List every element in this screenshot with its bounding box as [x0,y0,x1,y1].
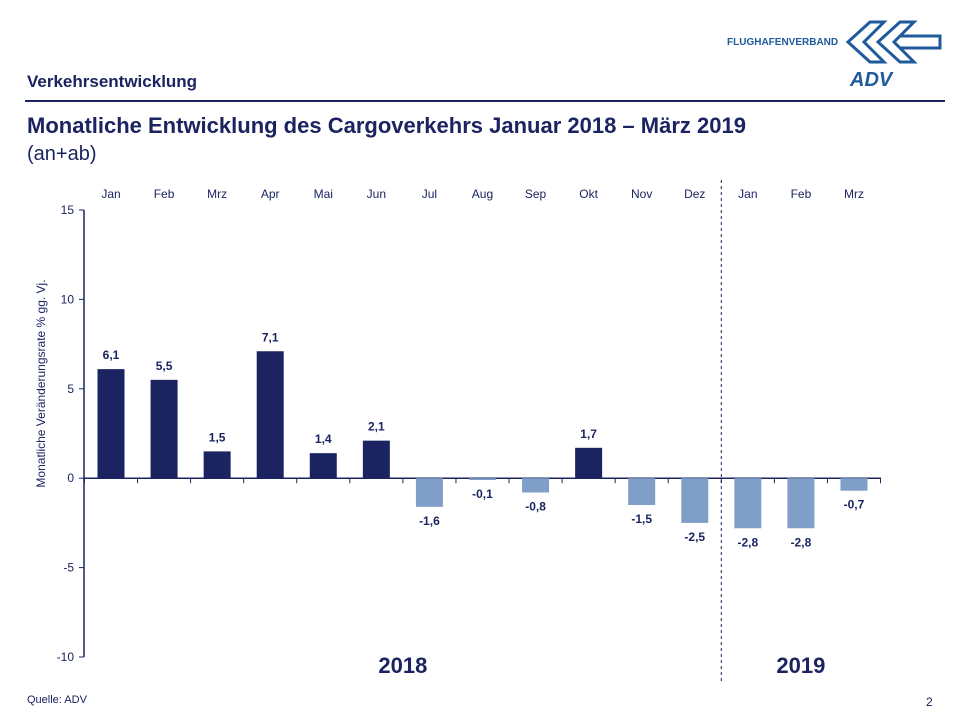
data-label: -0,8 [525,500,546,514]
category-label: Okt [579,187,598,201]
bar [97,369,125,479]
brand-text: FLUGHAFENVERBAND [727,37,839,48]
year-label: 2019 [776,653,825,678]
adv-logo: ADV [845,20,942,91]
year-label: 2018 [378,653,427,678]
category-label: Jan [738,187,757,201]
category-label: Sep [525,187,547,201]
page-subtitle: (an+ab) [27,143,97,165]
header-divider [25,100,945,102]
data-label: -2,5 [684,530,705,544]
data-label: 1,4 [315,432,332,446]
bar [415,478,443,507]
category-label: Jun [367,187,386,201]
category-label: Mai [314,187,333,201]
bar [575,447,603,479]
data-label: -2,8 [737,535,758,549]
logo-text: ADV [849,69,894,91]
category-label: Mrz [844,187,864,201]
bar [256,351,284,479]
data-label: 1,5 [209,430,226,444]
bar [150,379,178,479]
category-label: Nov [631,187,652,201]
page-title: Monatliche Entwicklung des Cargoverkehrs… [27,113,746,138]
y-tick-label: 15 [61,203,75,217]
data-label: -1,5 [631,512,652,526]
data-label: 2,1 [368,420,385,434]
category-label: Dez [684,187,705,201]
data-label: 6,1 [103,348,120,362]
y-tick-label: 0 [67,471,74,485]
bar [309,453,337,479]
bar [522,478,550,493]
category-label: Aug [472,187,493,201]
bar [628,478,656,506]
y-tick-label: -10 [57,650,75,664]
data-label: -0,1 [472,487,493,501]
category-label: Feb [154,187,175,201]
data-label: 1,7 [580,427,597,441]
y-tick-label: 10 [61,292,75,306]
bar [681,478,709,523]
data-label: -1,6 [419,514,440,528]
data-label: 7,1 [262,330,279,344]
page-number: 2 [926,695,933,709]
bar [734,478,762,529]
bar [362,440,390,479]
bar [468,478,496,480]
section-heading: Verkehrsentwicklung [27,72,198,91]
source-note: Quelle: ADV [27,694,87,706]
data-label: -0,7 [844,498,865,512]
y-tick-label: -5 [63,561,74,575]
y-axis-label: Monatliche Veränderungsrate % gg. Vj. [34,279,48,487]
category-label: Apr [261,187,280,201]
bar [840,478,868,491]
category-label: Jul [422,187,437,201]
y-tick-label: 5 [67,382,74,396]
category-label: Jan [101,187,120,201]
category-label: Mrz [207,187,227,201]
data-label: 5,5 [156,359,173,373]
bar [203,451,231,479]
category-label: Feb [791,187,812,201]
data-label: -2,8 [791,535,812,549]
bar [787,478,815,529]
